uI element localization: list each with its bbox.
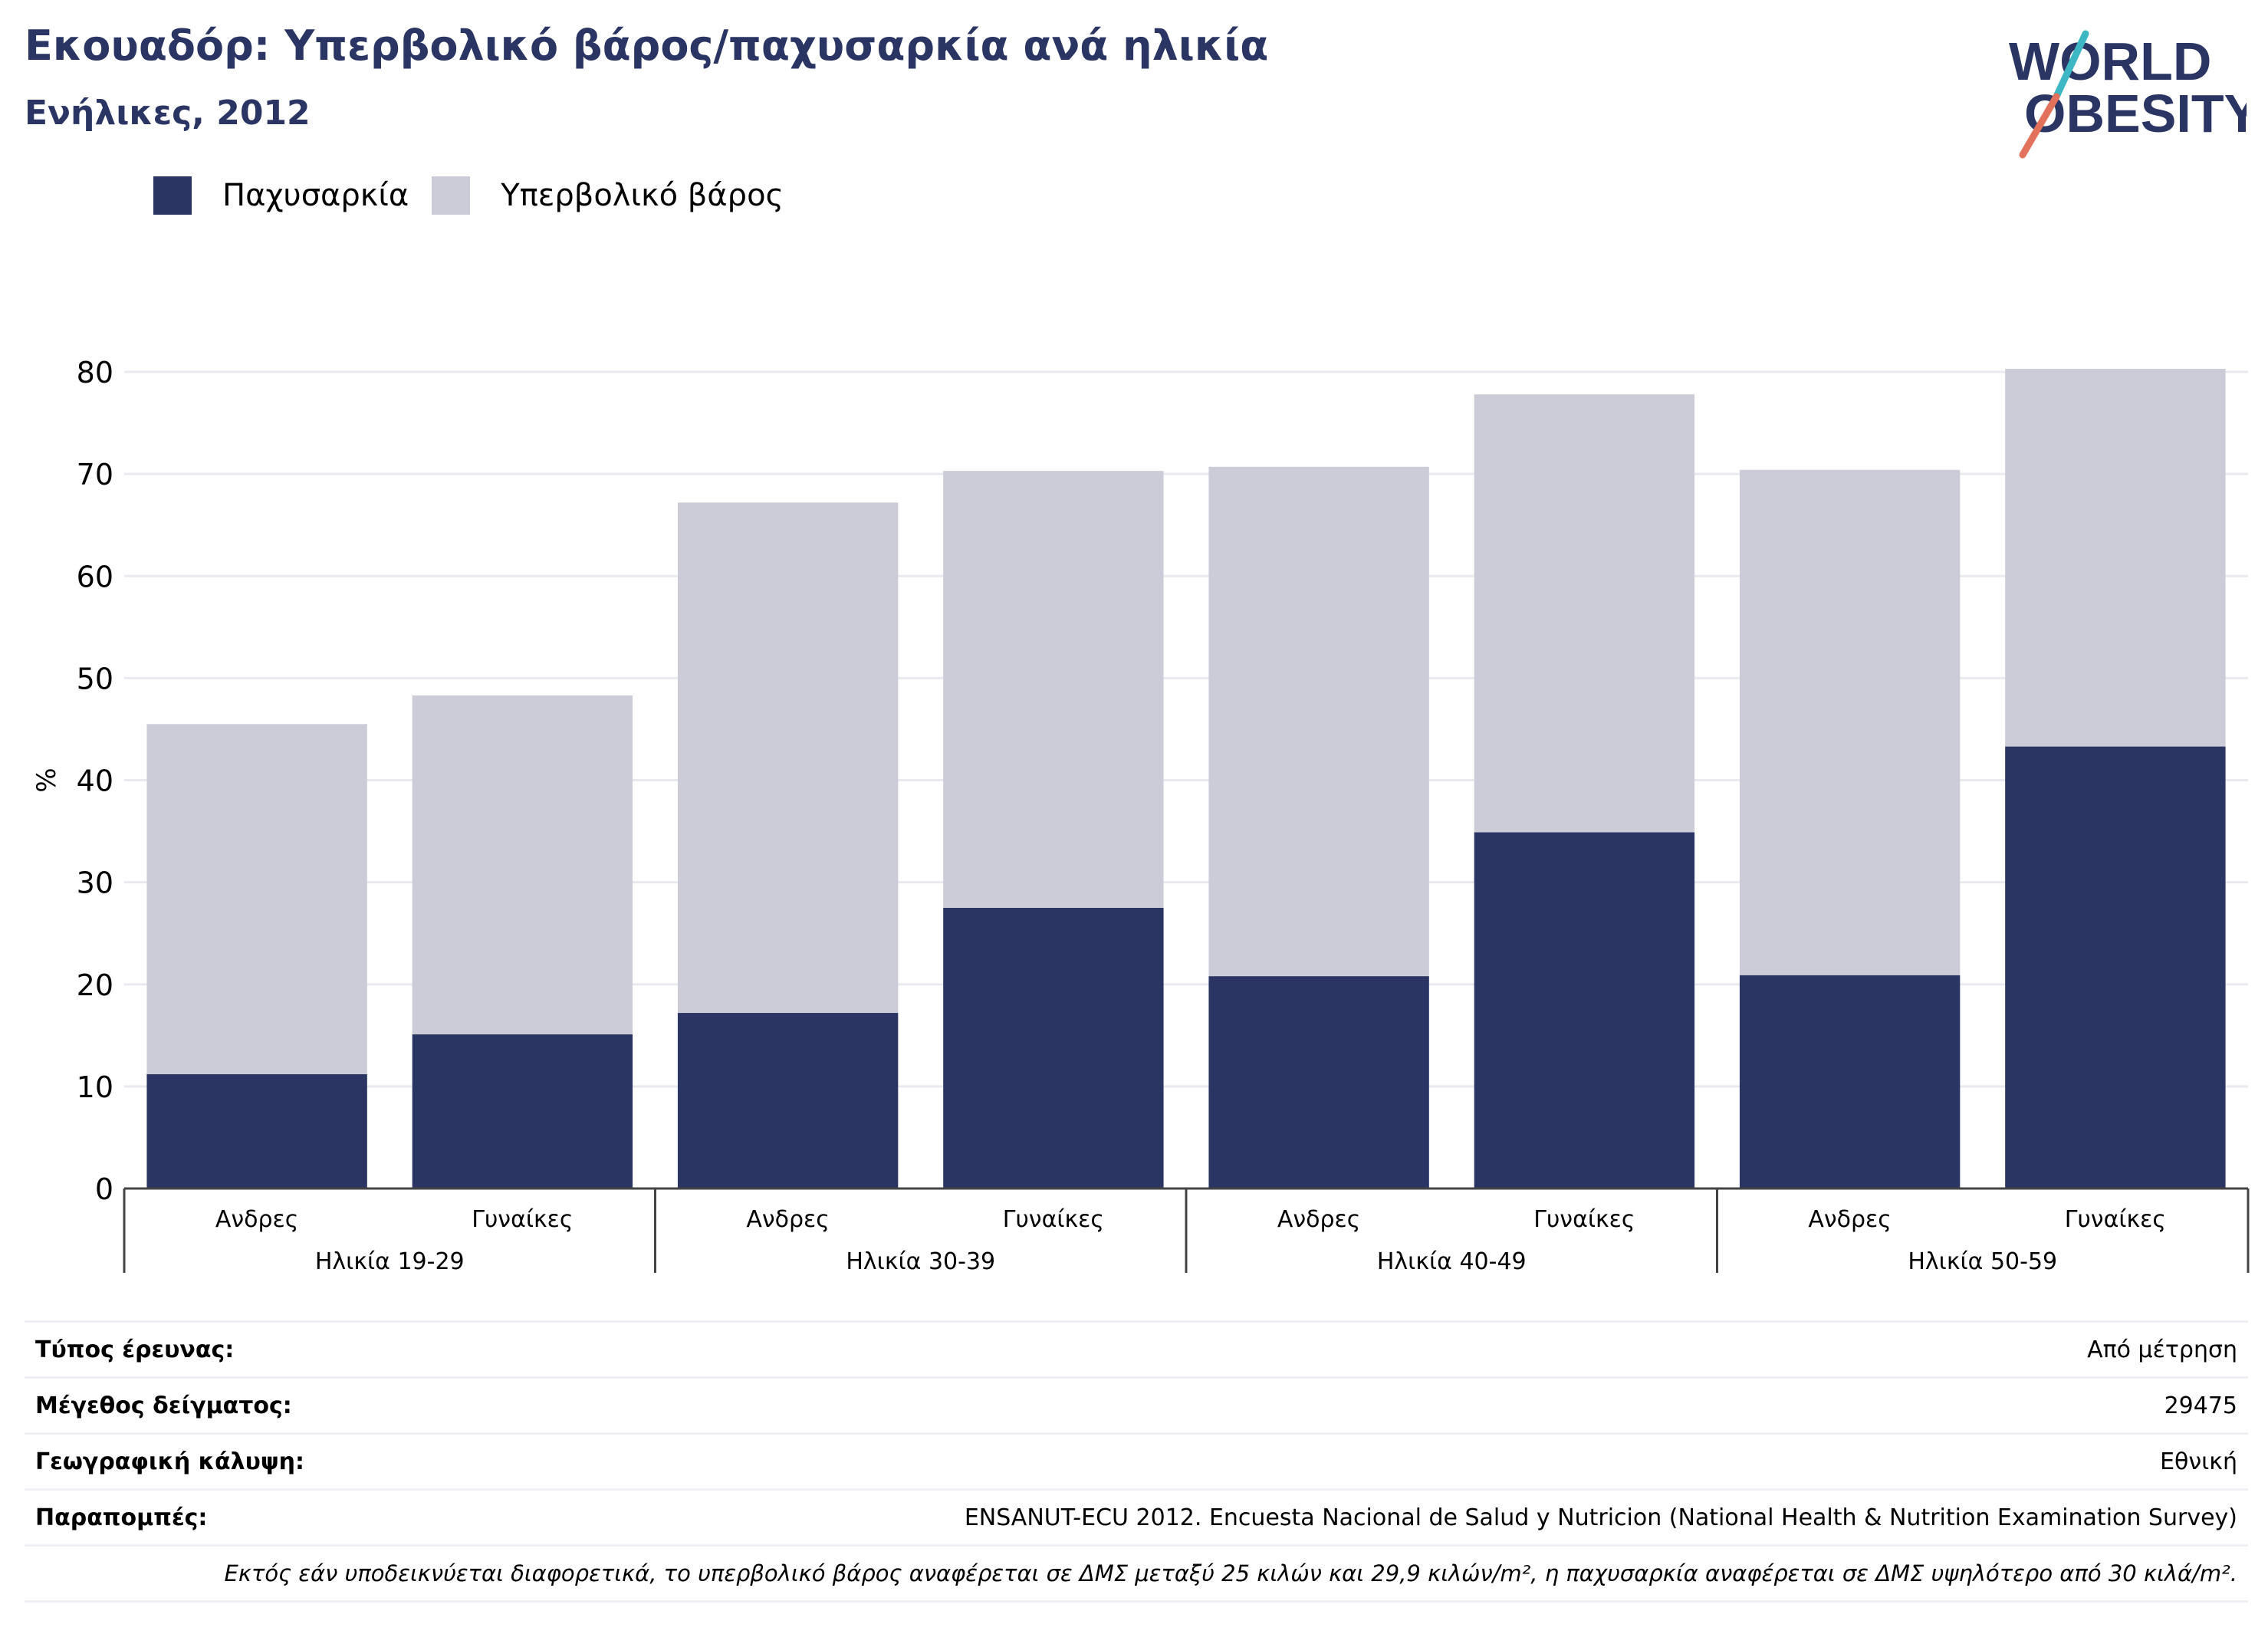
meta-label: Παραπομπές: xyxy=(35,1504,208,1531)
legend-item-overweight: Υπερβολικό βάρος xyxy=(432,176,784,215)
x-group-label: Ηλικία 50-59 xyxy=(1908,1248,2057,1275)
meta-value: Εθνική xyxy=(2160,1448,2237,1475)
legend-label-overweight: Υπερβολικό βάρος xyxy=(501,178,784,213)
legend-swatch-obesity xyxy=(153,176,192,215)
bar-overweight xyxy=(146,724,367,1074)
x-group-label: Ηλικία 30-39 xyxy=(846,1248,995,1275)
y-tick-label: 40 xyxy=(77,764,113,798)
x-group-label: Ηλικία 19-29 xyxy=(315,1248,465,1275)
x-category-label: Ανδρες xyxy=(215,1206,299,1233)
bar-overweight xyxy=(2005,369,2226,747)
bar-overweight xyxy=(943,471,1164,908)
bar-obesity xyxy=(1474,832,1695,1189)
x-category-label: Γυναίκες xyxy=(1003,1206,1104,1233)
bar-overweight xyxy=(1474,394,1695,833)
meta-value: Από μέτρηση xyxy=(2087,1336,2237,1363)
y-tick-label: 10 xyxy=(77,1070,113,1104)
chart-subtitle: Ενήλικες, 2012 xyxy=(25,94,311,133)
y-tick-label: 80 xyxy=(77,356,113,390)
x-category-label: Γυναίκες xyxy=(1533,1206,1635,1233)
y-tick-label: 50 xyxy=(77,662,113,695)
x-category-label: Γυναίκες xyxy=(472,1206,573,1233)
bar-obesity xyxy=(1739,975,1961,1189)
meta-value: ENSANUT-ECU 2012. Encuesta Nacional de S… xyxy=(964,1504,2237,1531)
y-tick-label: 20 xyxy=(77,968,113,1002)
bar-obesity xyxy=(943,907,1164,1189)
legend-item-obesity: Παχυσαρκία xyxy=(153,176,409,215)
logo-line1: WORLD xyxy=(2009,31,2211,91)
world-obesity-logo: WORLD OBESITY xyxy=(2009,30,2247,159)
meta-row-survey-type: Τύπος έρευνας: Από μέτρηση xyxy=(25,1320,2248,1376)
bar-overweight xyxy=(1208,466,1429,977)
meta-value: 29475 xyxy=(2164,1392,2237,1419)
meta-row-coverage: Γεωγραφική κάλυψη: Εθνική xyxy=(25,1432,2248,1488)
meta-row-references: Παραπομπές: ENSANUT-ECU 2012. Encuesta N… xyxy=(25,1488,2248,1544)
meta-label: Γεωγραφική κάλυψη: xyxy=(35,1448,305,1475)
legend-swatch-overweight xyxy=(432,176,471,215)
bar-obesity xyxy=(146,1073,367,1189)
logo-slash-teal xyxy=(2053,30,2089,100)
bar-obesity xyxy=(1208,976,1429,1189)
x-group-label: Ηλικία 40-49 xyxy=(1377,1248,1527,1275)
bar-obesity xyxy=(2005,746,2226,1189)
bar-overweight xyxy=(412,695,633,1034)
legend-label-obesity: Παχυσαρκία xyxy=(222,178,409,213)
y-tick-label: 30 xyxy=(77,866,113,900)
meta-label: Μέγεθος δείγματος: xyxy=(35,1392,292,1419)
x-category-label: Ανδρες xyxy=(1808,1206,1892,1233)
x-category-label: Ανδρες xyxy=(746,1206,830,1233)
bar-obesity xyxy=(412,1034,633,1189)
meta-row-sample-size: Μέγεθος δείγματος: 29475 xyxy=(25,1376,2248,1432)
meta-label: Τύπος έρευνας: xyxy=(35,1336,235,1363)
survey-info-table: Τύπος έρευνας: Από μέτρηση Μέγεθος δείγμ… xyxy=(25,1320,2248,1603)
y-tick-label: 0 xyxy=(95,1172,113,1206)
chart-legend: Παχυσαρκία Υπερβολικό βάρος xyxy=(153,175,807,216)
bar-obesity xyxy=(677,1013,899,1189)
bar-overweight xyxy=(1739,469,1961,975)
chart-title: Εκουαδόρ: Υπερβολικό βάρος/παχυσαρκία αν… xyxy=(25,21,1269,70)
y-tick-label: 70 xyxy=(77,458,113,492)
bar-overweight xyxy=(677,502,899,1014)
x-category-label: Γυναίκες xyxy=(2065,1206,2166,1233)
x-category-label: Ανδρες xyxy=(1277,1206,1361,1233)
y-axis-label: % xyxy=(31,768,62,792)
bar-chart: 0 10 20 30 40 50 60 70 80% Ανδρες Γυναίκες Ανδρες Γυ… xyxy=(31,356,2250,1275)
logo-slash-coral xyxy=(2019,93,2060,159)
definition-note: Εκτός εάν υποδεικνύεται διαφορετικά, το … xyxy=(25,1544,2248,1603)
y-tick-label: 60 xyxy=(77,560,113,593)
